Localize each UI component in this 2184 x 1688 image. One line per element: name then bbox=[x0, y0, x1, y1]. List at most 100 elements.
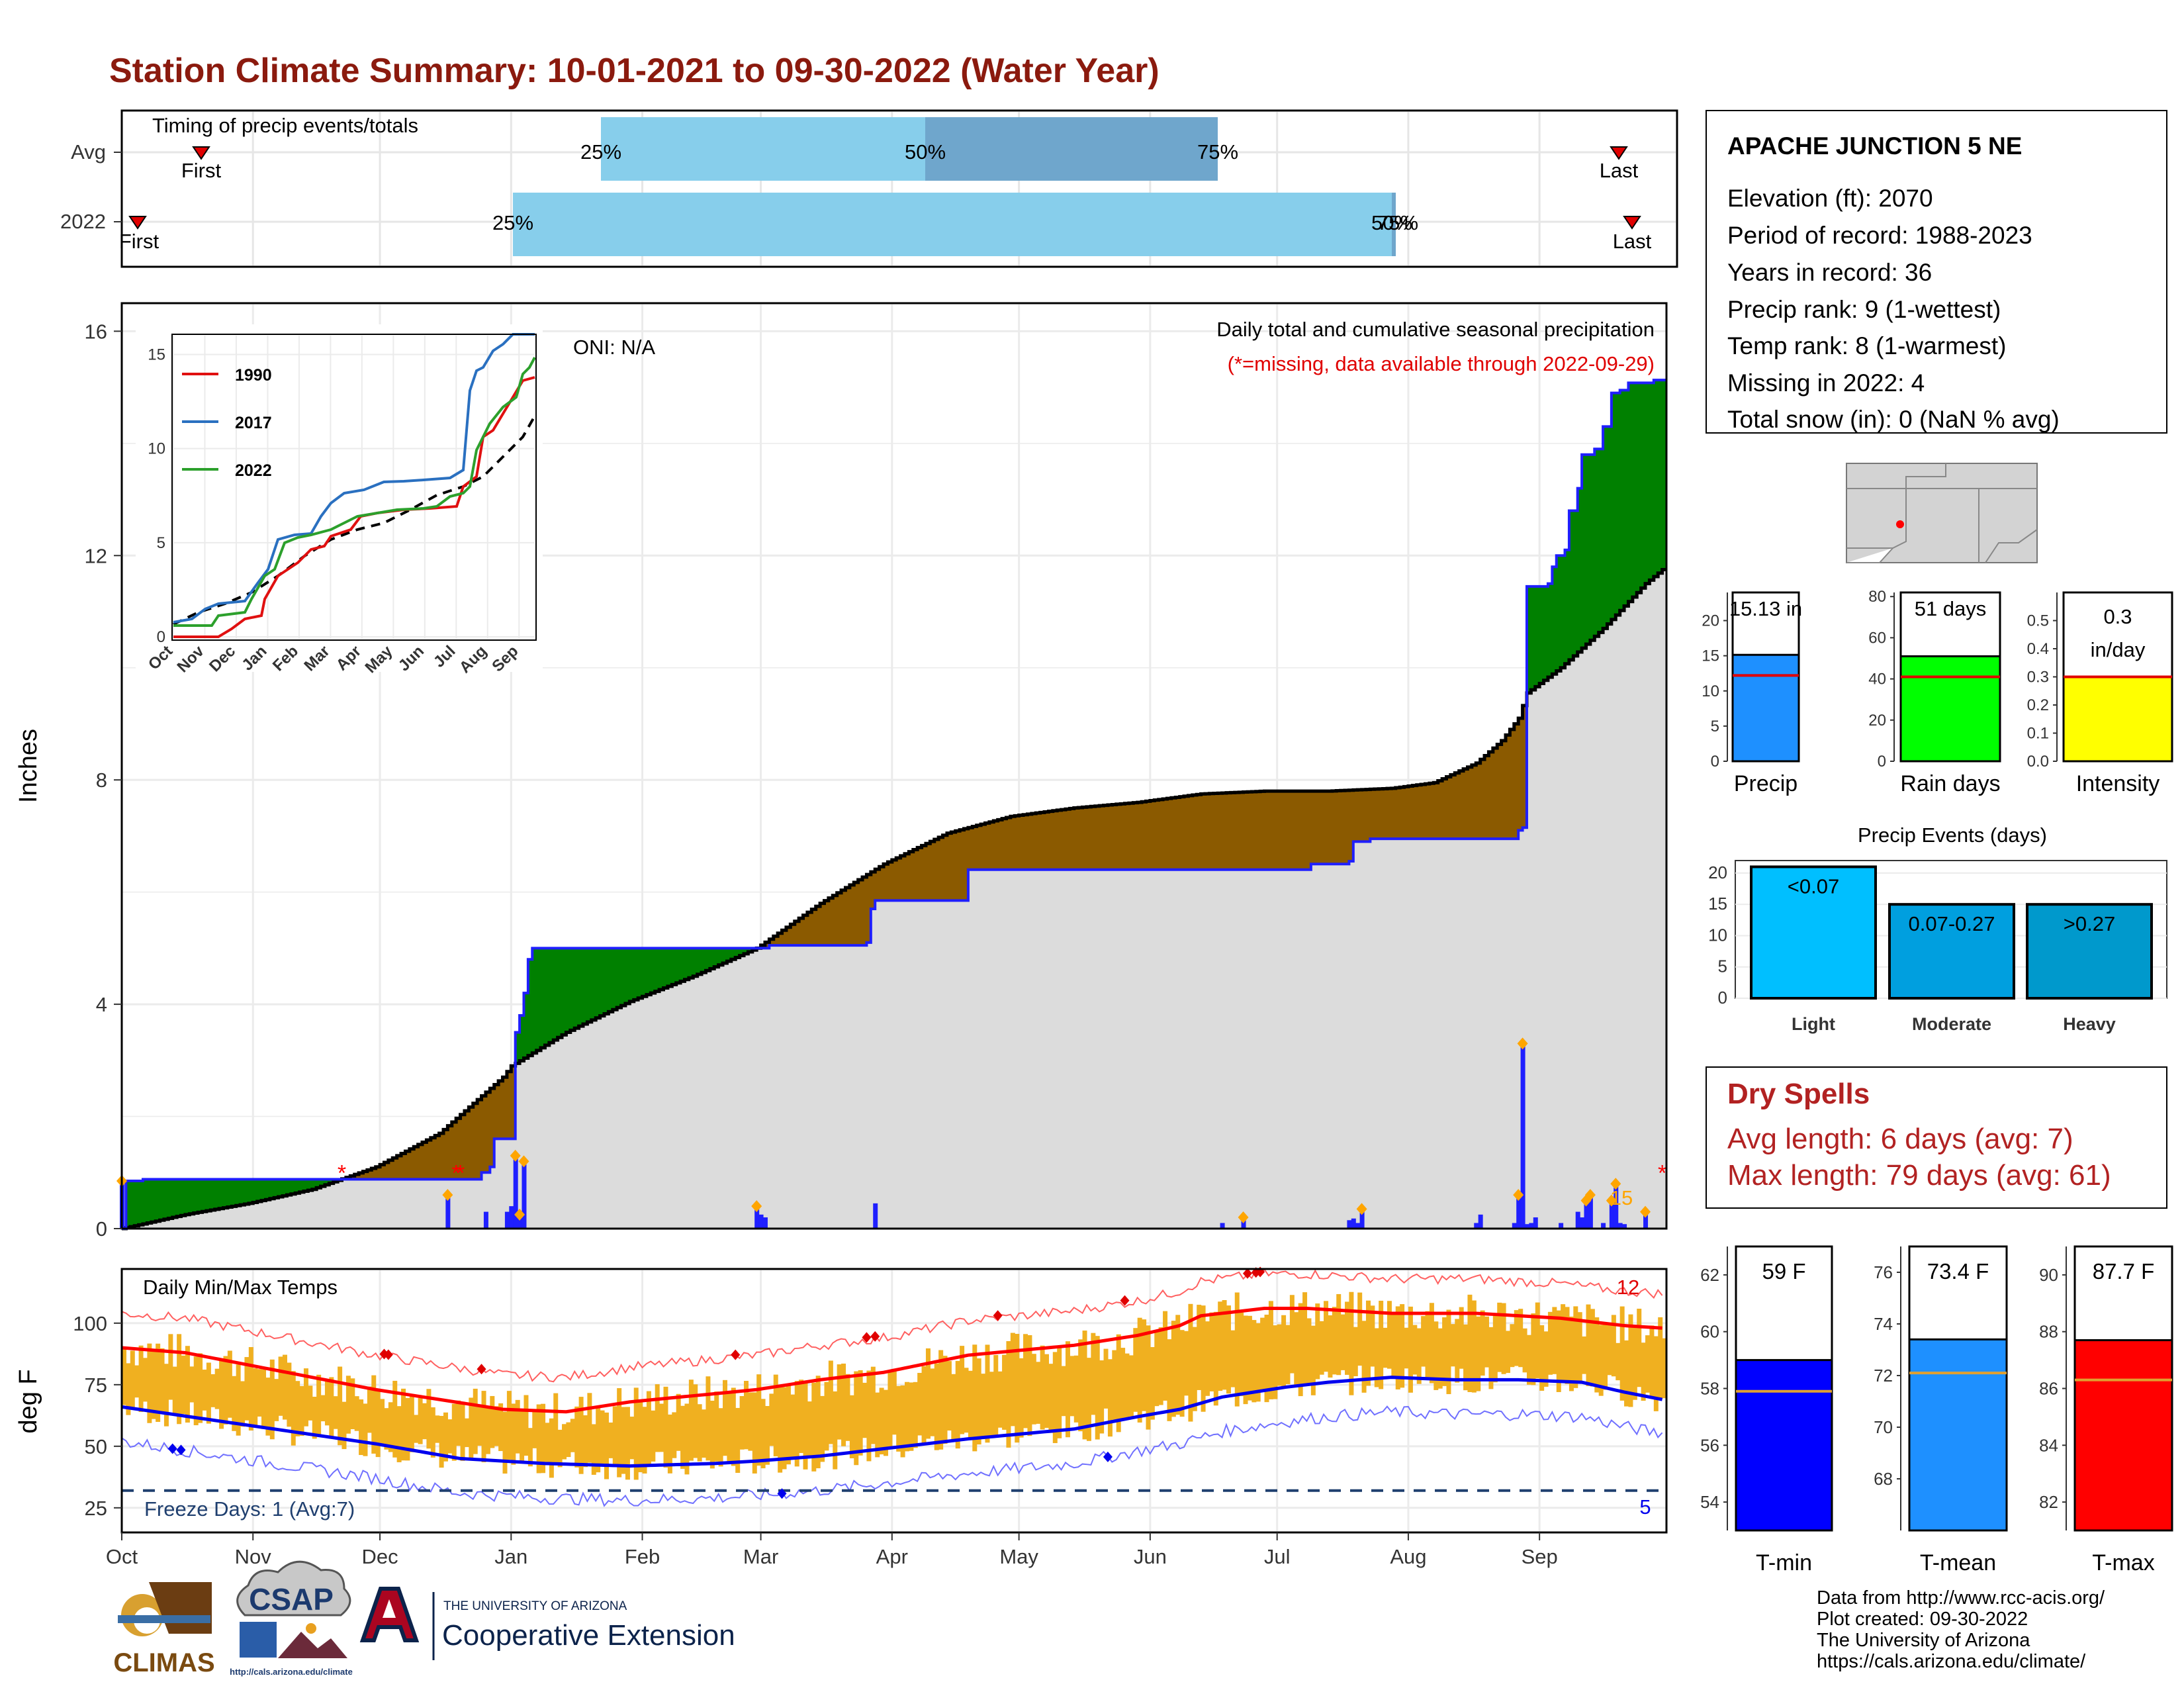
events-ytick-label: 20 bbox=[1708, 863, 1727, 882]
daily-temp-range-bar bbox=[904, 1382, 909, 1452]
daily-temp-range-bar bbox=[841, 1363, 846, 1446]
daily-temp-range-bar bbox=[198, 1353, 203, 1423]
daily-precip-bar bbox=[1351, 1218, 1356, 1229]
summary-bar-value: 0.3 bbox=[2103, 605, 2132, 628]
daily-temp-range-bar bbox=[1437, 1328, 1443, 1389]
daily-temp-range-bar bbox=[1658, 1317, 1663, 1399]
daily-temp-range-bar bbox=[447, 1419, 453, 1454]
events-bar-text: <0.07 bbox=[1788, 874, 1839, 898]
daily-temp-range-bar bbox=[782, 1387, 787, 1470]
temp-panel: deg F 25 50 75 100 Daily Min/Max Temps Free… bbox=[15, 1266, 1668, 1568]
daily-temp-range-bar bbox=[1637, 1308, 1642, 1387]
daily-temp-range-bar bbox=[244, 1357, 250, 1421]
summary-bar bbox=[1731, 653, 1800, 763]
daily-temp-range-bar bbox=[1336, 1293, 1342, 1376]
daily-temp-range-bar bbox=[502, 1411, 508, 1474]
station-years: Years in record: 36 bbox=[1727, 259, 1932, 286]
daily-temp-range-bar bbox=[1400, 1304, 1405, 1388]
month-tick-label: Dec bbox=[361, 1545, 398, 1568]
daily-temp-range-bar bbox=[1218, 1301, 1223, 1391]
daily-temp-range-bar bbox=[159, 1348, 165, 1413]
daily-temp-range-bar bbox=[523, 1395, 529, 1456]
precip-event-marker bbox=[1513, 1189, 1524, 1201]
daily-temp-range-bar bbox=[1484, 1316, 1490, 1368]
daily-temp-range-bar bbox=[269, 1359, 275, 1440]
daily-temp-range-bar bbox=[485, 1407, 490, 1454]
daily-temp-range-bar bbox=[1285, 1325, 1291, 1384]
csap-logo-text: CSAP bbox=[249, 1582, 334, 1617]
daily-temp-range-bar bbox=[1302, 1292, 1308, 1385]
daily-temp-range-bar bbox=[1137, 1317, 1142, 1423]
daily-temp-range-bar bbox=[1065, 1341, 1070, 1438]
daily-precip-bar bbox=[1220, 1223, 1225, 1229]
daily-temp-range-bar bbox=[1497, 1302, 1502, 1372]
daily-temp-range-bar bbox=[811, 1382, 817, 1472]
daily-temp-range-bar bbox=[646, 1391, 651, 1466]
daily-temp-range-bar bbox=[401, 1388, 406, 1461]
events-bar-label: Light bbox=[1792, 1014, 1835, 1034]
daily-temp-range-bar bbox=[1171, 1321, 1176, 1417]
daily-temp-range-bar bbox=[891, 1369, 897, 1435]
daily-temp-range-bar bbox=[1506, 1331, 1511, 1374]
daily-temp-range-bar bbox=[232, 1376, 237, 1431]
daily-temp-range-bar bbox=[621, 1407, 626, 1474]
daily-temp-range-bar bbox=[388, 1402, 393, 1452]
events-ytick-label: 10 bbox=[1708, 925, 1727, 945]
daily-temp-range-bar bbox=[282, 1354, 287, 1420]
daily-temp-range-bar bbox=[1526, 1335, 1531, 1385]
daily-temp-range-bar bbox=[278, 1356, 283, 1416]
daily-temp-range-bar bbox=[735, 1407, 741, 1473]
daily-temp-range-bar bbox=[1624, 1340, 1629, 1407]
daily-temp-range-bar bbox=[1205, 1321, 1210, 1396]
daily-temp-range-bar bbox=[1247, 1315, 1252, 1401]
daily-temp-range-bar bbox=[1150, 1346, 1155, 1420]
daily-temp-range-bar bbox=[604, 1412, 609, 1479]
daily-precip-bar bbox=[1516, 1195, 1522, 1229]
daily-temp-range-bar bbox=[324, 1381, 330, 1426]
daily-temp-range-bar bbox=[1315, 1303, 1320, 1380]
yr-first-marker bbox=[128, 216, 147, 230]
daily-temp-range-bar bbox=[1539, 1325, 1545, 1391]
temp-summary-value: 87.7 F bbox=[2093, 1259, 2155, 1284]
station-period: Period of record: 1988-2023 bbox=[1727, 222, 2032, 249]
daily-temp-range-bar bbox=[122, 1348, 126, 1405]
daily-temp-range-bar bbox=[265, 1378, 271, 1436]
daily-temp-range-bar bbox=[1154, 1331, 1160, 1407]
daily-temp-range-bar bbox=[934, 1363, 939, 1450]
daily-temp-range-bar bbox=[147, 1343, 152, 1423]
daily-temp-range-bar bbox=[1319, 1321, 1324, 1375]
daily-temp-range-bar bbox=[1611, 1315, 1616, 1377]
daily-temp-range-bar bbox=[430, 1407, 435, 1458]
month-tick-label: May bbox=[999, 1545, 1038, 1568]
temp-summary-ytick-label: 60 bbox=[1700, 1322, 1719, 1342]
temp-ylabel: deg F bbox=[15, 1369, 42, 1433]
csap-logo: CSAP http://cals.arizona.edu/climate bbox=[230, 1560, 353, 1677]
precip-event-marker bbox=[1517, 1037, 1528, 1050]
month-tick-label: Jul bbox=[1264, 1545, 1291, 1568]
dry-spells-max: Max length: 79 days (avg: 61) bbox=[1727, 1159, 2111, 1192]
daily-temp-range-bar bbox=[1446, 1309, 1451, 1395]
cumulative-2022-line bbox=[122, 379, 1666, 1230]
month-tick-label: Jan bbox=[494, 1545, 527, 1568]
summary-ytick-label: 60 bbox=[1868, 629, 1886, 647]
daily-temp-range-bar bbox=[1146, 1325, 1151, 1430]
daily-temp-range-bar bbox=[794, 1381, 799, 1467]
daily-precip-bar bbox=[509, 1206, 514, 1229]
precip-event-marker bbox=[1606, 1194, 1617, 1207]
temp-summary-ytick-label: 62 bbox=[1700, 1265, 1719, 1285]
record-high-marker bbox=[379, 1348, 389, 1360]
daily-temp-range-bar bbox=[1273, 1325, 1278, 1399]
daily-temp-range-bar bbox=[879, 1387, 884, 1455]
temp-summary-bar bbox=[1908, 1338, 2008, 1532]
month-tick-label: Mar bbox=[743, 1545, 778, 1568]
daily-temp-range-bar bbox=[1128, 1355, 1134, 1417]
daily-precip-bar bbox=[1512, 1223, 1517, 1229]
daily-temp-range-bar bbox=[481, 1391, 486, 1463]
daily-temp-range-bar bbox=[418, 1398, 423, 1444]
daily-temp-range-bar bbox=[981, 1374, 986, 1440]
daily-temp-range-bar bbox=[295, 1381, 300, 1436]
daily-temp-range-bar bbox=[1582, 1336, 1587, 1374]
daily-temp-range-bar bbox=[1298, 1303, 1303, 1397]
daily-temp-range-bar bbox=[993, 1355, 999, 1435]
record-high-marker bbox=[477, 1364, 486, 1375]
